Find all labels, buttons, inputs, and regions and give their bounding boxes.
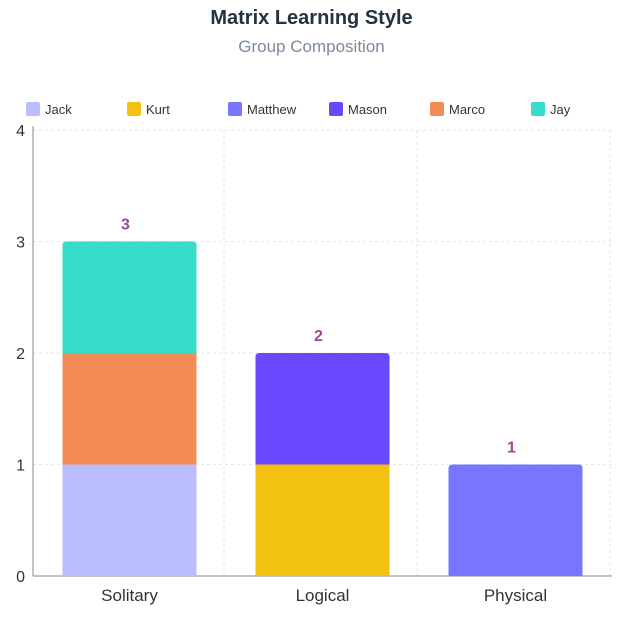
total-label-physical: 1 bbox=[507, 440, 516, 457]
bar-physical-matthew[interactable] bbox=[448, 464, 583, 577]
legend-label: Matthew bbox=[247, 102, 297, 117]
bar-logical-kurt[interactable] bbox=[255, 464, 390, 577]
total-label-logical: 2 bbox=[314, 328, 323, 345]
legend: Jack Kurt Matthew Mason Marco Jay bbox=[26, 102, 571, 117]
labels: Solitary Logical Physical 3 2 1 bbox=[101, 217, 547, 606]
legend-label: Kurt bbox=[146, 102, 170, 117]
y-tick-label: 0 bbox=[16, 569, 25, 586]
legend-item-mason[interactable]: Mason bbox=[329, 102, 387, 117]
legend-item-jay[interactable]: Jay bbox=[531, 102, 571, 117]
legend-label: Jack bbox=[45, 102, 72, 117]
chart-title: Matrix Learning Style bbox=[210, 7, 413, 29]
legend-swatch bbox=[228, 102, 242, 116]
x-tick-label-solitary: Solitary bbox=[101, 586, 158, 605]
total-label-solitary: 3 bbox=[121, 217, 130, 234]
legend-item-marco[interactable]: Marco bbox=[430, 102, 485, 117]
y-tick-label: 1 bbox=[16, 458, 25, 475]
bar-solitary-jack[interactable] bbox=[62, 464, 197, 577]
legend-swatch bbox=[26, 102, 40, 116]
legend-swatch bbox=[329, 102, 343, 116]
legend-item-kurt[interactable]: Kurt bbox=[127, 102, 170, 117]
bar-solitary-marco[interactable] bbox=[62, 353, 197, 465]
legend-swatch bbox=[127, 102, 141, 116]
bars bbox=[62, 241, 583, 577]
y-tick-label: 4 bbox=[16, 123, 25, 140]
y-tick-label: 3 bbox=[16, 235, 25, 252]
chart-subtitle: Group Composition bbox=[238, 37, 385, 56]
legend-item-matthew[interactable]: Matthew bbox=[228, 102, 297, 117]
legend-swatch bbox=[430, 102, 444, 116]
bar-logical-mason[interactable] bbox=[255, 353, 390, 465]
legend-swatch bbox=[531, 102, 545, 116]
y-tick-label: 2 bbox=[16, 346, 25, 363]
legend-label: Jay bbox=[550, 102, 571, 117]
legend-label: Mason bbox=[348, 102, 387, 117]
x-tick-label-physical: Physical bbox=[484, 586, 547, 605]
x-tick-label-logical: Logical bbox=[296, 586, 350, 605]
bar-solitary-jay[interactable] bbox=[62, 241, 197, 354]
legend-label: Marco bbox=[449, 102, 485, 117]
legend-item-jack[interactable]: Jack bbox=[26, 102, 72, 117]
